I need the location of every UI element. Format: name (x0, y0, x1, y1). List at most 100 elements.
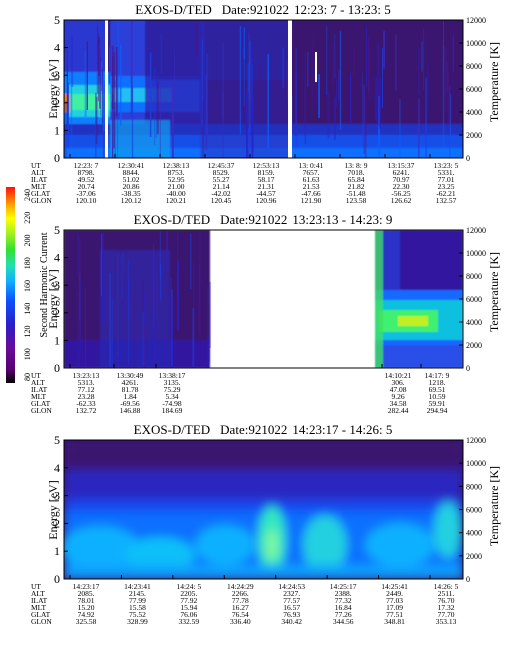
ephemeris-value: 344.56 (333, 617, 354, 626)
ephemeris-value: 22.30 (393, 182, 410, 191)
spectrogram-streak (171, 83, 174, 158)
panel-2-title: EXOS-D/TED Date:921022 13:23:13 - 14:23: 9 (134, 212, 393, 227)
spectrogram-streak (103, 84, 105, 158)
ephemeris-value: 77.01 (438, 175, 455, 184)
ephemeris-value: 7657. (303, 168, 320, 177)
spectrogram-streak (336, 78, 337, 108)
ephemeris-value: 13:23:13 (73, 371, 100, 380)
ephemeris-value: 65.84 (348, 175, 365, 184)
spectrogram-streak (239, 26, 242, 135)
y2-tick-label: 8000 (466, 62, 482, 71)
ephemeris-value: 336.40 (230, 617, 251, 626)
colorbar-tick-label: 120 (23, 326, 32, 338)
ephemeris-value: 61.63 (303, 175, 320, 184)
colorbar-tick-label: 160 (23, 280, 32, 292)
spectrogram-streak (312, 41, 314, 106)
panel-2-axes: 0 1 2 3 4 5 0 2000 4000 6000 8000 10000 12000 (54, 223, 486, 375)
spectrogram-streak (247, 62, 250, 158)
spectrogram-streak (326, 26, 328, 96)
y-tick-label: 1 (54, 333, 60, 347)
panel-2: EXOS-D/TED Date:921022 13:23:13 - 14:23: 9… (31, 212, 501, 415)
spectrogram-streak (222, 92, 224, 158)
spectrogram-streak (77, 290, 79, 368)
spectrogram-streak (67, 82, 69, 148)
spectrogram-streak (206, 53, 209, 136)
ephemeris-value: 328.99 (127, 617, 148, 626)
spectrogram-streak (249, 40, 251, 134)
spectrogram-streak (190, 233, 192, 289)
ephemeris-value: 14:24:29 (227, 582, 254, 591)
ephemeris-value: 74.92 (78, 610, 95, 619)
ephemeris-value: 34.58 (390, 399, 407, 408)
ephemeris-value: 14:23:17 (73, 582, 100, 591)
ephemeris-row-label: UT (31, 161, 41, 170)
ephemeris-value: -38.35 (121, 189, 141, 198)
y2-tick-label: 0 (466, 575, 470, 584)
ephemeris-row-label: GLON (31, 617, 52, 626)
colorbar-tick-label: 220 (23, 212, 32, 224)
ephemeris-value: 77.92 (180, 596, 197, 605)
ephemeris-value: 13:15:37 (388, 161, 415, 170)
y2-tick-label: 0 (466, 364, 470, 373)
y2-tick-label: 12000 (466, 16, 486, 25)
ephemeris-value: 7018. (348, 168, 365, 177)
spectrogram-streak (295, 73, 297, 137)
y-tick-label: 1 (54, 123, 60, 137)
spectrogram-streak (195, 22, 198, 55)
y2-tick-label: 12000 (466, 436, 486, 445)
ephemeris-value: 77.78 (232, 596, 249, 605)
ephemeris-value: 146.88 (120, 406, 141, 415)
spectrogram-streak (153, 251, 156, 361)
spectrogram-streak (339, 31, 342, 130)
spectrogram-streak (447, 70, 449, 126)
spectrogram-streak (144, 292, 147, 325)
spectrogram-streak (166, 231, 168, 269)
spectrogram-streak (95, 96, 98, 145)
ephemeris-value: 23.28 (78, 392, 95, 401)
ephemeris-value: 21.31 (258, 182, 275, 191)
colorbar: 80 100 120 140 160 180 200 220 240 Second Harmon… (6, 187, 50, 383)
ephemeris-value: 14:24: 5 (176, 582, 201, 591)
ephemeris-value: 16.57 (283, 603, 300, 612)
ephemeris-value: 20.86 (123, 182, 140, 191)
spectrogram-streak (119, 44, 122, 126)
ephemeris-value: 17.09 (386, 603, 403, 612)
ephemeris-row-label: GLAT (31, 399, 51, 408)
ephemeris-value: 5313. (78, 378, 95, 387)
spectrogram-streak (452, 34, 454, 73)
spectrogram-streak (205, 74, 208, 150)
ephemeris-value: 353.13 (436, 617, 457, 626)
spectrogram-streak (154, 66, 156, 145)
spectrogram-streak (366, 25, 368, 86)
y-tick-label: 3 (54, 68, 60, 82)
ephemeris-value: 340.42 (281, 617, 302, 626)
ephemeris-value: 13:30:49 (117, 371, 144, 380)
spectrogram-streak (243, 27, 245, 59)
spectrogram-streak (160, 33, 162, 74)
ephemeris-value: 12:23: 7 (74, 161, 99, 170)
ephemeris-value: 77.51 (386, 610, 403, 619)
spectrogram-streak (130, 20, 133, 118)
ephemeris-value: 55.27 (213, 175, 230, 184)
spectrogram-streak (122, 265, 124, 306)
ephemeris-value: 12:30:41 (118, 161, 145, 170)
panel-3-ephemeris: UTALTILATMLTGLATGLON14:23:172085.78.0115… (31, 582, 459, 626)
ephemeris-value: 6241. (393, 168, 410, 177)
spectrogram-streak (379, 78, 381, 130)
ephemeris-row-label: ILAT (31, 596, 48, 605)
ephemeris-value: 294.94 (427, 406, 448, 415)
ephemeris-value: 8159. (258, 168, 275, 177)
ephemeris-value: -40.00 (166, 189, 186, 198)
spectrogram-streak (100, 61, 103, 91)
colorbar-gradient (6, 187, 15, 383)
spectrogram-streak (334, 97, 336, 140)
spectrogram-streak (109, 47, 111, 84)
y-tick-label: 4 (54, 461, 60, 475)
ephemeris-value: 14:10:21 (385, 371, 412, 380)
spectrogram-streak (170, 285, 173, 329)
ephemeris-value: -44.57 (256, 189, 276, 198)
ephemeris-value: 14:25:17 (330, 582, 357, 591)
spectrogram-streak (155, 44, 157, 138)
spectrogram-streak (368, 49, 370, 101)
ephemeris-row-label: ALT (31, 168, 45, 177)
